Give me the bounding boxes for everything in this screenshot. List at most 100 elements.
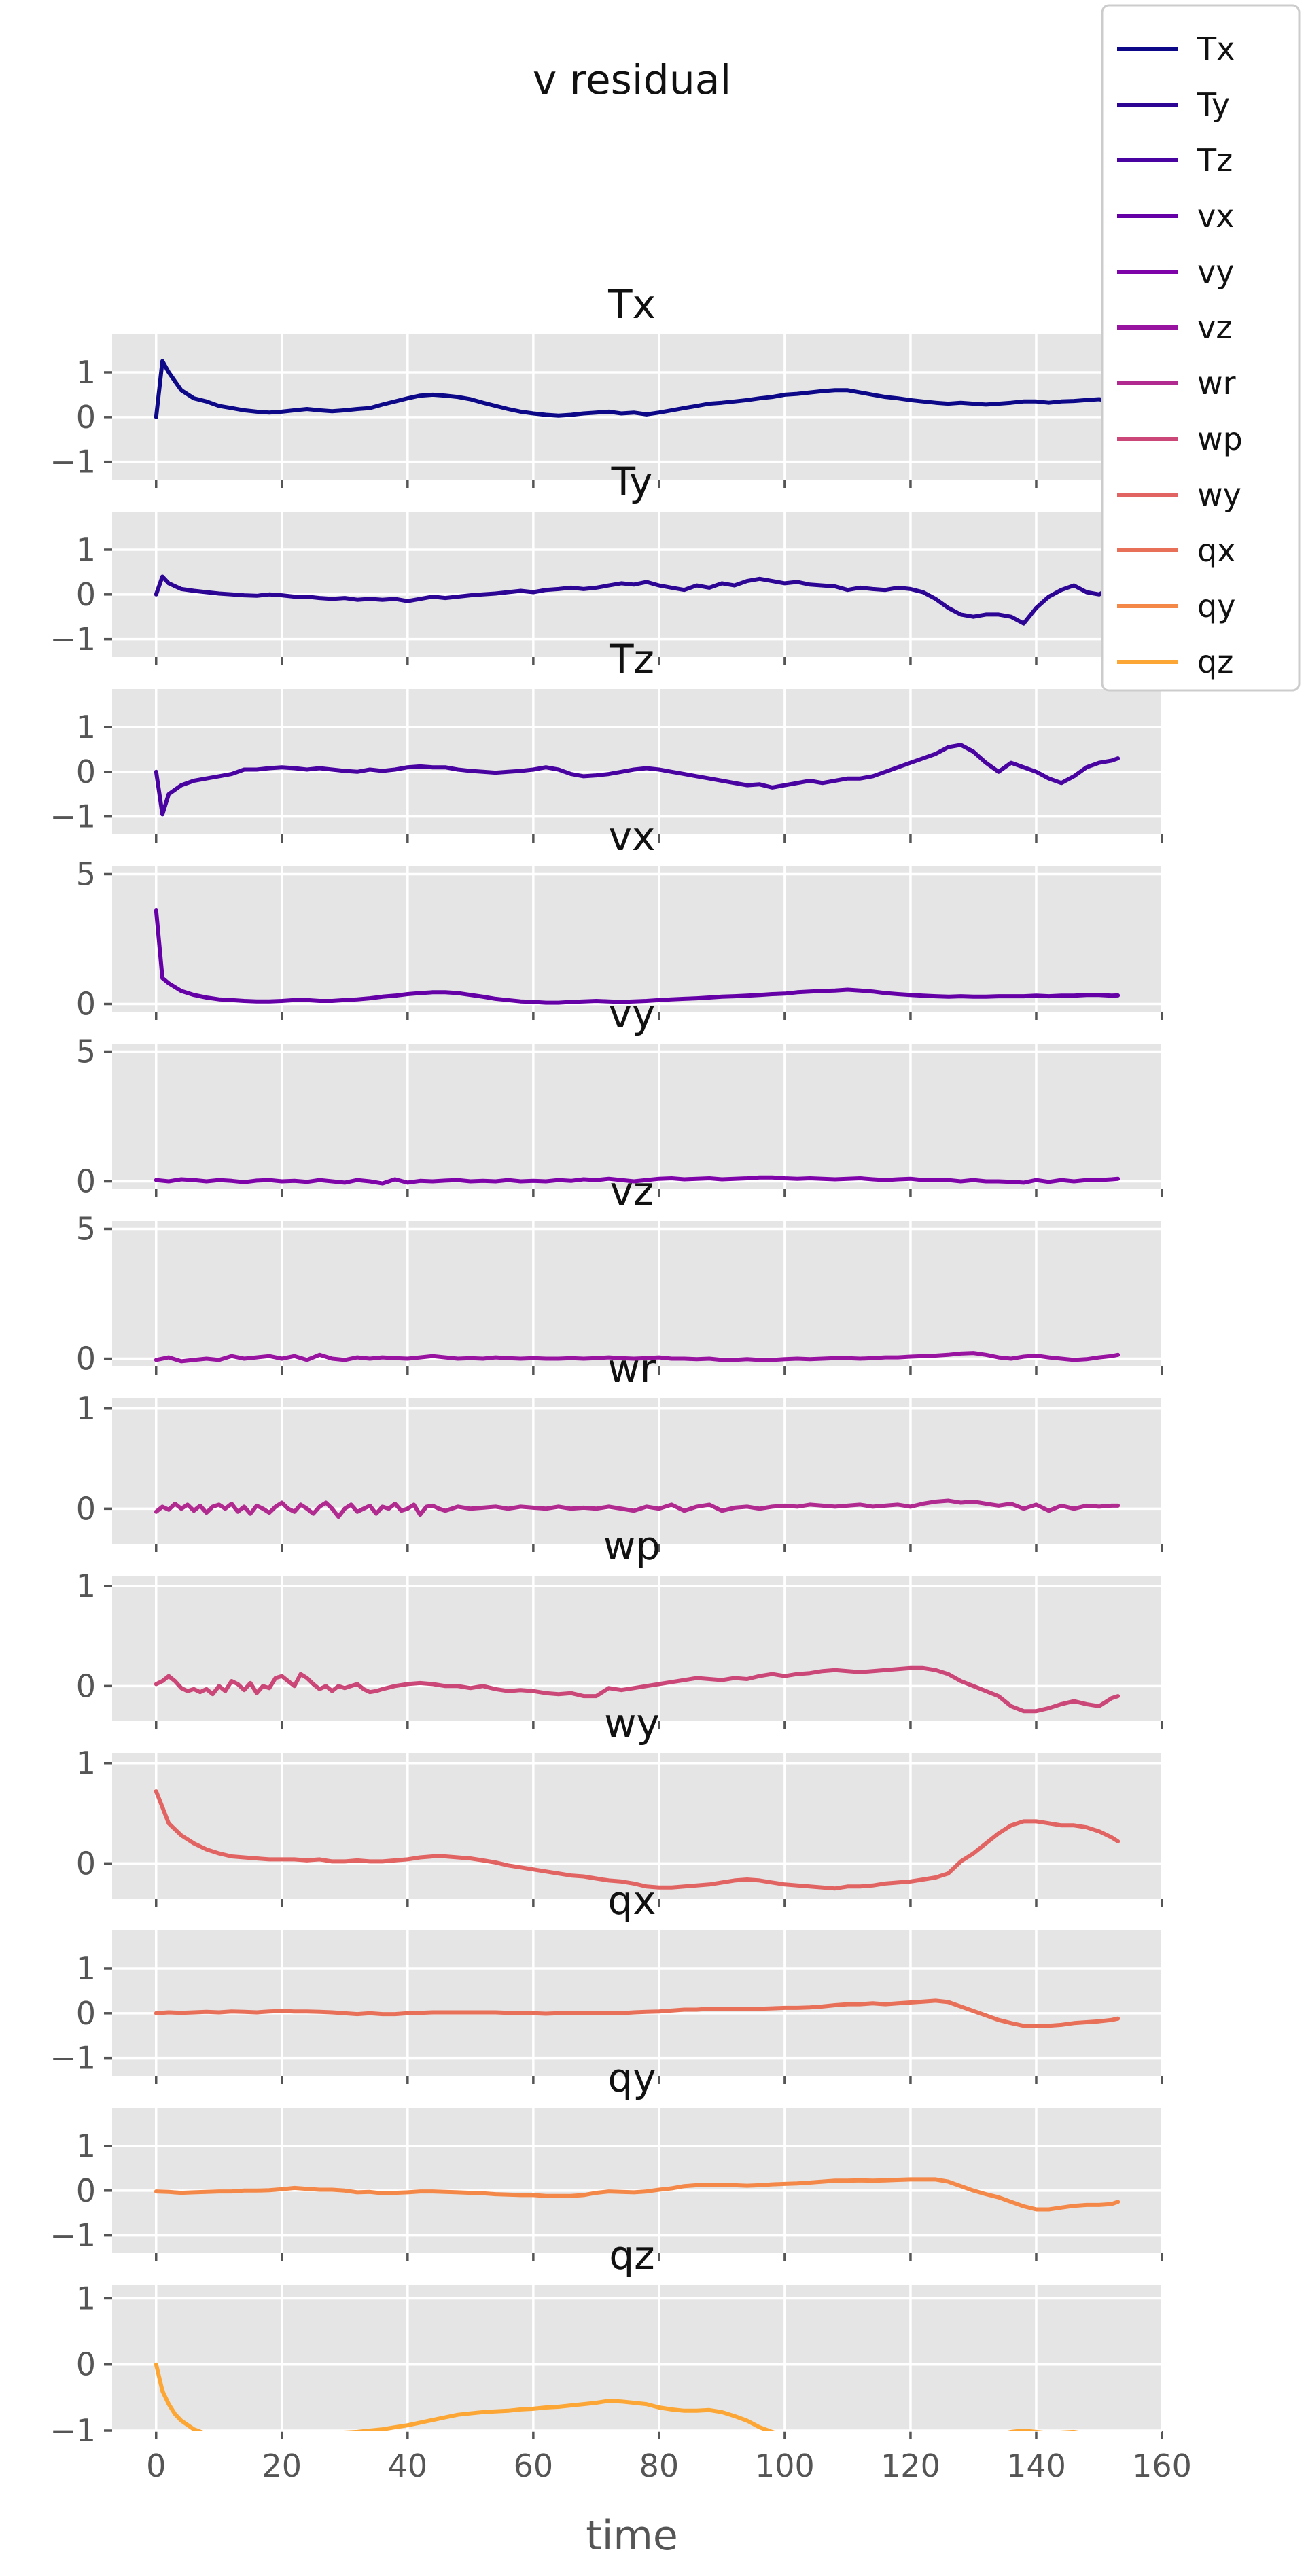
subplot-title: vx [609,813,656,860]
y-tick-label: 0 [76,2346,96,2383]
series-line-wp [154,1665,1120,1714]
subplot-Ty: 1 0 −1 Ty [50,459,1163,665]
legend-item: vz [1117,309,1232,346]
subplot-title: wp [603,1523,660,1569]
legend-label: wp [1197,421,1243,457]
subplot-vz: 5 0 vz [76,1168,1163,1377]
y-tick-label: 0 [76,1668,96,1704]
plot-area [112,1398,1162,1544]
y-tick-label: 0 [76,1163,96,1200]
plot-area [112,1221,1162,1366]
y-tick-label: 5 [76,1210,96,1247]
legend: Tx Ty Tz vx vy vz wr wp wy qx qy qz [1101,4,1301,692]
plot-area [112,1576,1162,1721]
legend-label: vz [1197,309,1232,346]
subplot-qz: 1 0 −1 qz 0 20 40 60 80 100 120 140 160 [50,2232,1192,2484]
y-tick-label: 0 [76,986,96,1023]
y-tick-label: 1 [76,1950,96,1987]
plot-area [112,2285,1162,2431]
x-tick-label: 20 [262,2448,302,2484]
series-line-qz [154,2362,1079,2431]
subplot-title: Ty [611,459,653,505]
y-tick-label: 1 [76,1390,96,1427]
subplot-wp: 1 0 wp [76,1523,1163,1729]
legend-item: Ty [1117,86,1230,123]
subplot-wy: 1 0 wy [76,1700,1163,1907]
y-tick-label: −1 [50,2217,96,2254]
y-tick-label: −1 [50,2412,96,2449]
legend-frame [1101,4,1301,692]
legend-item: Tx [1117,31,1235,67]
subplot-title: qz [609,2232,654,2278]
legend-label: qx [1197,532,1235,569]
y-tick-label: 1 [76,1568,96,1604]
legend-label: wy [1197,476,1241,513]
y-tick-label: 1 [76,2280,96,2316]
subplot-qy: 1 0 −1 qy [50,2055,1163,2261]
series-line-vy [154,1175,1120,1186]
series-line-Tx [154,359,1120,419]
subplot-title: wr [607,1345,656,1392]
legend-item: Tz [1117,142,1233,179]
legend-item: wp [1117,421,1243,457]
y-tick-label: −1 [50,444,96,480]
legend-item: qy [1117,588,1235,624]
plot-area [112,1930,1162,2076]
legend-label: qy [1197,588,1235,624]
series-line-qx [154,1998,1120,2028]
legend-item: vx [1117,198,1234,234]
y-tick-label: 0 [76,754,96,790]
legend-item: wr [1117,365,1236,402]
legend-label: wr [1197,365,1236,402]
subplot-title: vz [610,1168,654,1214]
plot-area [112,866,1162,1012]
legend-label: vy [1197,253,1234,290]
subplot-title: wy [604,1700,660,1746]
legend-item: wy [1117,476,1241,513]
subplot-title: qx [607,1877,656,1924]
x-tick-label: 40 [388,2448,428,2484]
x-tick-label: 0 [146,2448,166,2484]
series-line-Ty [154,574,1120,626]
y-tick-label: 1 [76,1745,96,1782]
plot-area [112,334,1162,480]
series-line-vx [154,908,1120,1005]
series-line-wy [154,1789,1120,1891]
subplot-title: qy [607,2055,656,2101]
series-line-qy [154,2177,1120,2212]
y-tick-label: 1 [76,709,96,745]
series-line-wr [154,1498,1120,1519]
y-tick-label: 0 [76,576,96,613]
plot-area [112,2108,1162,2253]
x-axis-label: time [586,2512,678,2560]
x-tick-label: 120 [881,2448,940,2484]
subplot-title: vy [609,991,656,1037]
legend-label: Tx [1197,31,1235,67]
legend-item: qx [1117,532,1235,569]
x-tick-label: 60 [514,2448,554,2484]
subplot-vy: 5 0 vy [76,991,1163,1200]
y-tick-label: 0 [76,1845,96,1882]
subplots: 10−1Tx10−1Ty10−1Tz50vx50vy50vz10wr10wp10… [50,281,1192,2484]
legend-label: vx [1197,198,1234,234]
y-tick-label: 0 [76,1995,96,2032]
legend-label: Tz [1197,142,1233,179]
plot-area [112,1753,1162,1899]
y-tick-label: −1 [50,621,96,658]
y-tick-label: 0 [76,2172,96,2209]
subplot-qx: 1 0 −1 qx [50,1877,1163,2084]
plot-area [112,1044,1162,1189]
subplot-title: Tz [609,636,654,682]
x-tick-label: 160 [1132,2448,1192,2484]
subplot-title: Tx [607,281,656,328]
y-tick-label: 0 [76,1341,96,1377]
x-tick-label: 80 [639,2448,680,2484]
x-tick-label: 140 [1006,2448,1066,2484]
legend-label: qz [1197,643,1233,680]
subplot-Tz: 1 0 −1 Tz [50,636,1163,843]
y-tick-label: −1 [50,2040,96,2077]
legend-label: Ty [1197,86,1230,123]
series-line-vz [154,1351,1120,1364]
y-tick-label: 1 [76,354,96,391]
x-tick-label: 100 [755,2448,815,2484]
